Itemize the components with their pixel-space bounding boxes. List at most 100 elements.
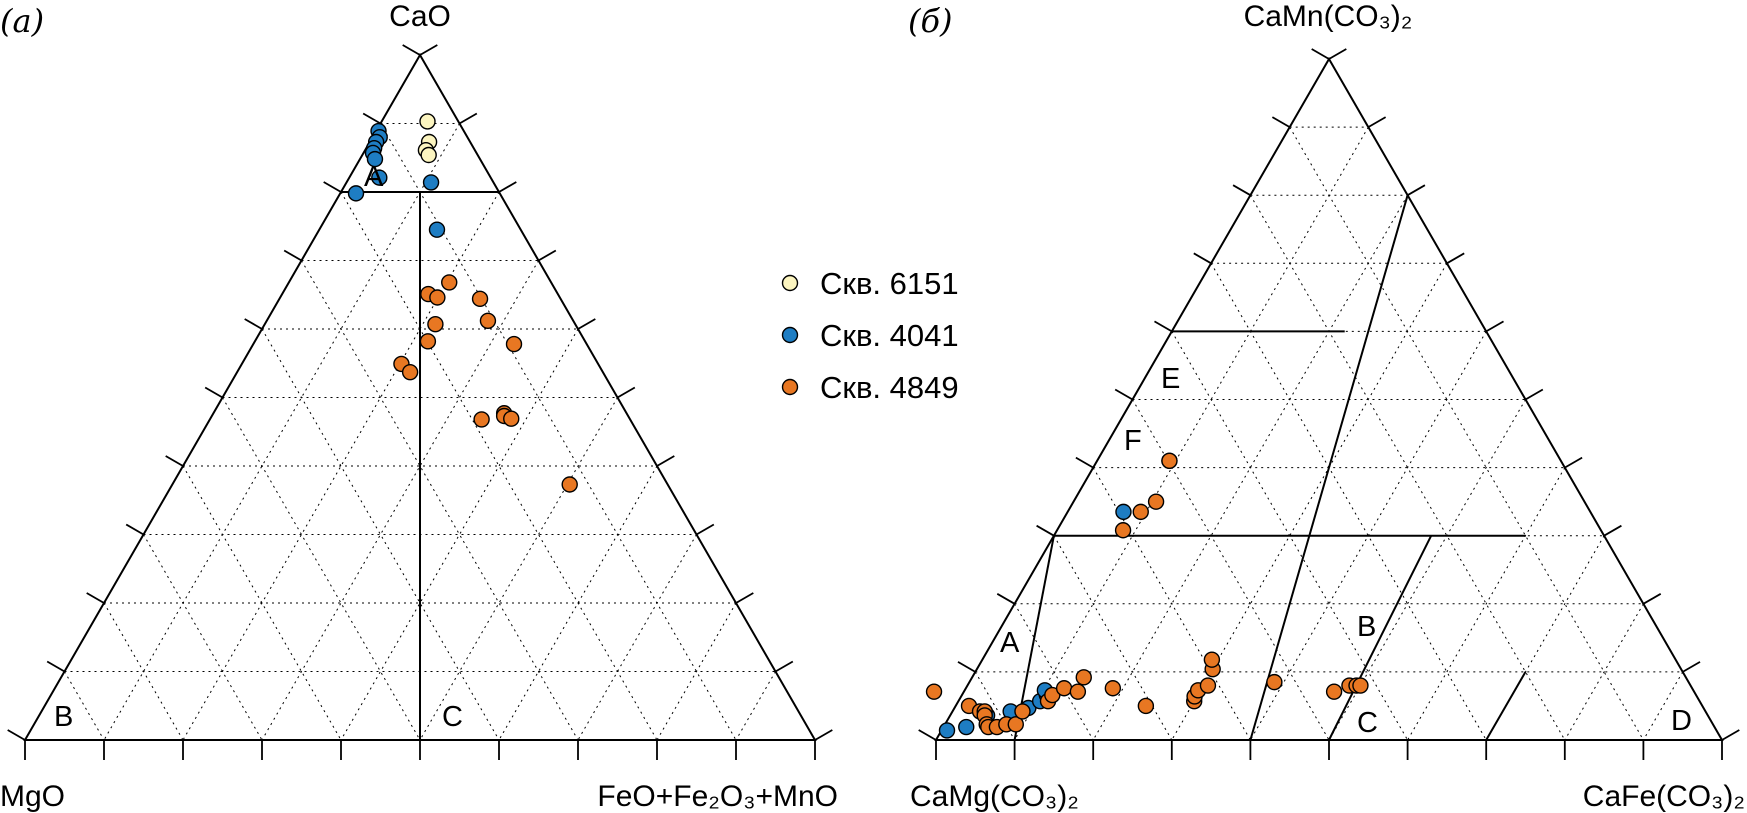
data-point	[1132, 503, 1149, 521]
tick-mark	[1407, 184, 1426, 196]
field-label-a-b: B	[54, 701, 73, 733]
vertex-label-top-a: CaO	[389, 0, 451, 33]
field-label-b-d: D	[1671, 705, 1692, 737]
tick-mark	[419, 44, 438, 56]
tick-mark	[957, 661, 976, 673]
points-b	[925, 452, 1369, 739]
grid-line	[340, 328, 579, 741]
data-point	[503, 410, 520, 427]
data-point	[925, 683, 943, 700]
grid-line	[103, 602, 184, 741]
tick-mark	[918, 729, 937, 741]
ternary-panel-a: (а) CaO MgO FeO+Fe₂O₃+MnO A B C	[0, 0, 838, 813]
triangle-outline-b	[934, 56, 1724, 741]
tick-mark	[7, 729, 26, 741]
tick-mark	[46, 660, 65, 673]
ticks-b	[918, 48, 1740, 760]
grid-line	[143, 534, 263, 741]
legend-label-6151: Скв. 6151	[820, 266, 959, 301]
data-point	[427, 316, 444, 333]
grid-line	[577, 534, 697, 741]
field-label-b-a: A	[1000, 627, 1020, 659]
data-point	[1104, 680, 1122, 697]
tick-mark	[402, 44, 421, 56]
data-point	[419, 113, 436, 130]
vertex-label-top-b: CaMn(CO₃)₂	[1244, 0, 1413, 33]
points-a	[347, 113, 578, 493]
tick-mark	[204, 386, 223, 399]
legend-marker-4041	[781, 326, 799, 344]
tick-mark	[1075, 456, 1094, 469]
data-point	[471, 290, 489, 308]
grid-line	[1014, 603, 1094, 741]
field-label-a-a: A	[364, 161, 384, 193]
data-point	[1014, 703, 1031, 720]
data-point	[1114, 522, 1132, 539]
legend: Скв. 6151 Скв. 4041 Скв. 4849	[781, 266, 959, 405]
tick-mark	[814, 729, 833, 741]
tick-mark	[1154, 320, 1173, 333]
grid-line	[1014, 126, 1369, 741]
tick-mark	[656, 455, 675, 467]
tick-mark	[1525, 388, 1544, 401]
tick-mark	[617, 386, 636, 399]
grid-line	[419, 397, 618, 741]
grid-line	[1289, 126, 1644, 741]
tick-mark	[696, 523, 715, 536]
tick-mark	[538, 249, 557, 262]
data-point	[1055, 680, 1073, 697]
tick-mark	[1367, 116, 1387, 128]
tick-mark	[1311, 48, 1330, 60]
vertex-label-right-a: FeO+Fe₂O₃+MnO	[597, 780, 838, 813]
data-point	[505, 335, 523, 353]
grid-line	[1053, 535, 1173, 741]
legend-item-6151: Скв. 6151	[781, 266, 959, 301]
tick-mark	[1564, 456, 1583, 469]
grid-line	[1564, 603, 1644, 741]
grid-line	[103, 123, 460, 741]
data-point	[366, 150, 384, 168]
field-label-b-b: B	[1357, 611, 1376, 643]
tick-mark	[323, 181, 342, 193]
tick-mark	[125, 523, 144, 536]
grid-line	[656, 602, 737, 741]
field-boundary	[1328, 535, 1433, 741]
tick-mark	[459, 112, 478, 125]
data-point	[347, 185, 365, 202]
data-point	[422, 174, 440, 191]
data-point	[429, 289, 446, 306]
data-point	[958, 718, 975, 736]
grid-line	[64, 671, 105, 741]
grid-line	[735, 671, 776, 741]
grid-line	[222, 397, 421, 741]
tick-mark	[1682, 661, 1701, 673]
legend-marker-4849	[781, 378, 799, 396]
field-label-b-e: E	[1161, 363, 1180, 395]
legend-item-4041: Скв. 4041	[781, 318, 959, 353]
legend-label-4849: Скв. 4849	[820, 370, 959, 405]
tick-mark	[165, 455, 184, 467]
grid-line	[1642, 671, 1684, 741]
triangle-outline-a	[23, 52, 817, 741]
grid-line	[1407, 467, 1566, 741]
data-point	[1266, 673, 1283, 691]
data-point	[1069, 683, 1087, 700]
ticks-a	[7, 44, 833, 760]
data-point	[938, 722, 956, 739]
grid-line	[974, 671, 1016, 741]
tick-mark	[283, 249, 302, 262]
panel-label-a: (а)	[0, 2, 44, 40]
tick-mark	[775, 660, 794, 673]
field-label-b-c: C	[1357, 707, 1378, 739]
data-point	[1147, 493, 1165, 510]
vertex-label-right-b: CaFe(CO₃)₂	[1583, 780, 1745, 813]
ternary-panel-b: (б) CaMn(CO₃)₂ CaMg(CO₃)₂ CaFe(CO₃)₂ A B…	[908, 0, 1745, 813]
tick-mark	[1271, 116, 1291, 128]
tick-mark	[1446, 252, 1465, 265]
tick-mark	[1721, 729, 1740, 741]
tick-mark	[1114, 388, 1133, 401]
data-point	[1352, 677, 1369, 694]
field-boundary	[1249, 194, 1409, 741]
vertex-label-left-a: MgO	[0, 780, 65, 813]
data-point	[1007, 716, 1024, 733]
